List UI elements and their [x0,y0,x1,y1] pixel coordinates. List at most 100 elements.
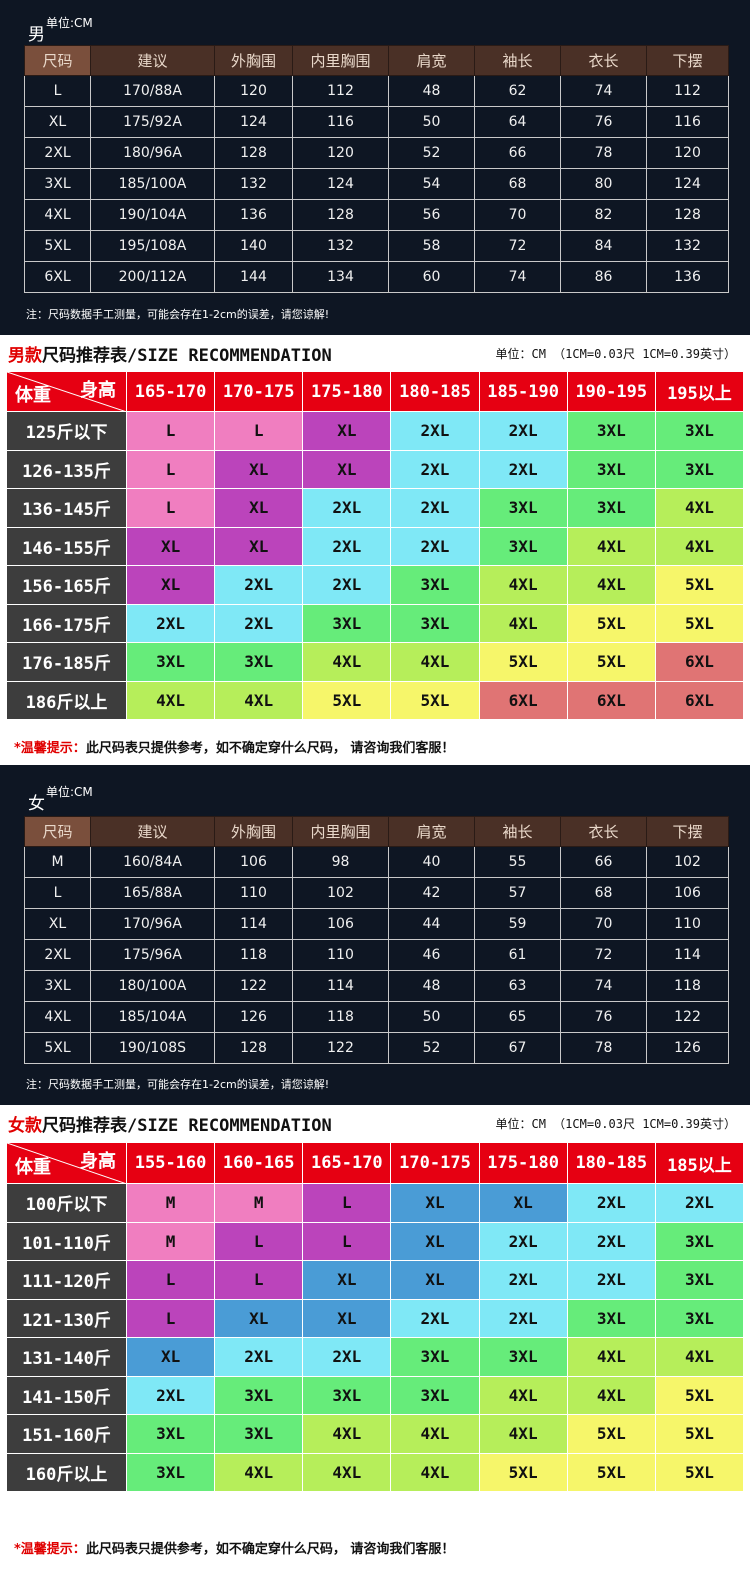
women-size-cell: 2XL [478,1221,568,1261]
women-tip-text: 此尺码表只提供参考，如不确定穿什么尺码， 请咨询我们客服！ [85,1542,455,1557]
men-size-cell: 4XL [566,526,656,566]
men-weight-header: 186斤以上 [6,680,127,720]
women-meas-row: 4XL 185/104A 126 118 50 65 76 122 [24,1001,729,1033]
corner-diagonal [7,372,127,412]
men-size-cell: 3XL [125,642,216,682]
women-height-header: 160-165 [214,1142,304,1184]
women-size-cell: 5XL [566,1452,656,1492]
men-meas-cell: 82 [560,199,647,231]
women-size-cell: 2XL [566,1260,656,1300]
men-weight-header: 156-165斤 [6,565,127,605]
women-size-cell: 2XL [654,1183,745,1223]
women-meas-cell: 118 [214,939,293,971]
women-meas-cell: 114 [292,970,389,1002]
men-meas-cell: 175/92A [90,106,215,138]
women-size-cell: 4XL [478,1375,568,1415]
men-meas-cell: 128 [214,137,293,169]
men-meas-header: 建议 [90,45,215,76]
men-meas-header: 内里胸围 [292,45,389,76]
men-meas-cell: 136 [214,199,293,231]
women-size-cell: 2XL [566,1183,656,1223]
men-unit: 单位:CM [46,16,93,30]
women-meas-cell: XL [24,908,91,940]
men-size-cell: 3XL [566,488,656,528]
women-meas-cell: 65 [474,1001,561,1033]
women-meas-cell: 68 [560,877,647,909]
men-meas-cell: 64 [474,106,561,138]
women-size-cell: L [302,1183,392,1223]
women-weight-header: 101-110斤 [6,1221,127,1261]
women-meas-cell: 76 [560,1001,647,1033]
women-meas-cell: 110 [214,877,293,909]
women-grid-row: 131-140斤 XL 2XL 2XL 3XL 3XL 4XL 4XL [6,1337,745,1377]
women-meas-cell: 126 [646,1032,729,1064]
women-size-cell: 4XL [478,1414,568,1454]
women-size-cell: 2XL [478,1260,568,1300]
women-size-cell: XL [478,1183,568,1223]
men-size-cell: 2XL [214,603,304,643]
men-meas-cell: 124 [292,168,389,200]
women-meas-cell: 110 [292,939,389,971]
men-meas-header-row: 尺码 建议 外胸围 内里胸围 肩宽 袖长 衣长 下摆 [24,45,729,76]
men-grid-row: 136-145斤 L XL 2XL 2XL 3XL 3XL 4XL [6,488,745,528]
men-size-cell: 5XL [390,680,480,720]
women-rec-title: 女款尺码推荐表/SIZE RECOMMENDATION [8,1111,332,1136]
women-meas-row: M 160/84A 106 98 40 55 66 102 [24,846,729,878]
men-size-cell: L [125,488,216,528]
women-meas-cell: 175/96A [90,939,215,971]
men-tip-red: *温馨提示： [14,741,86,756]
women-size-cell: XL [390,1260,480,1300]
women-size-cell: 2XL [478,1298,568,1338]
men-height-header: 180-185 [390,371,480,412]
men-meas-cell: 86 [560,261,647,293]
men-size-cell: 3XL [214,642,304,682]
women-corner-weight: 体重 [15,1157,51,1178]
men-height-header: 170-175 [214,371,304,412]
women-size-cell: 4XL [390,1452,480,1492]
men-meas-cell: 124 [646,168,729,200]
women-size-cell: 4XL [390,1414,480,1454]
men-meas-cell: 66 [474,137,561,169]
women-meas-cell: 180/100A [90,970,215,1002]
women-meas-row: 5XL 190/108S 128 122 52 67 78 126 [24,1032,729,1064]
women-weight-header: 100斤以下 [6,1183,127,1223]
men-size-cell: 3XL [390,565,480,605]
women-meas-cell: 4XL [24,1001,91,1033]
men-size-cell: 3XL [302,603,392,643]
men-meas-cell: 72 [474,230,561,262]
men-height-header: 165-170 [125,371,216,412]
women-meas-cell: 160/84A [90,846,215,878]
women-meas-cell: 190/108S [90,1032,215,1064]
men-size-cell: 5XL [654,603,745,643]
men-meas-cell: 190/104A [90,199,215,231]
women-meas-cell: 122 [292,1032,389,1064]
women-grid-row: 121-130斤 L XL XL 2XL 2XL 3XL 3XL [6,1298,745,1338]
women-size-cell: L [214,1221,304,1261]
men-meas-cell: 128 [646,199,729,231]
men-note: 注：尺码数据手工测量，可能会存在1-2cm的误差，请您谅解! [26,308,330,321]
men-meas-cell: 144 [214,261,293,293]
men-meas-cell: 58 [388,230,475,262]
women-rec-unit: 单位：CM （1CM=0.03尺 1CM=0.39英寸） [495,1117,737,1131]
men-size-cell: 5XL [478,642,568,682]
women-gender: 女 [28,794,45,814]
women-size-cell: 5XL [478,1452,568,1492]
men-corner-height: 身高 [80,380,116,401]
men-meas-cell: 74 [560,75,647,107]
women-size-cell: 4XL [214,1452,304,1492]
men-meas-cell: 84 [560,230,647,262]
men-size-cell: 5XL [566,642,656,682]
men-rec-title-red: 男款 [8,346,42,366]
men-size-cell: XL [214,449,304,489]
men-meas-header: 下摆 [646,45,729,76]
men-gender: 男 [28,25,45,45]
women-meas-cell: 122 [214,970,293,1002]
women-meas-cell: 57 [474,877,561,909]
women-meas-cell: 98 [292,846,389,878]
women-size-cell: L [214,1260,304,1300]
men-meas-cell: 4XL [24,199,91,231]
women-measurement-table: 尺码 建议 外胸围 内里胸围 肩宽 袖长 衣长 下摆 M 160/84A 106 98 40 55 66 10… [24,816,729,1064]
women-weight-header: 111-120斤 [6,1260,127,1300]
women-size-cell: XL [125,1337,216,1377]
men-size-cell: XL [214,526,304,566]
